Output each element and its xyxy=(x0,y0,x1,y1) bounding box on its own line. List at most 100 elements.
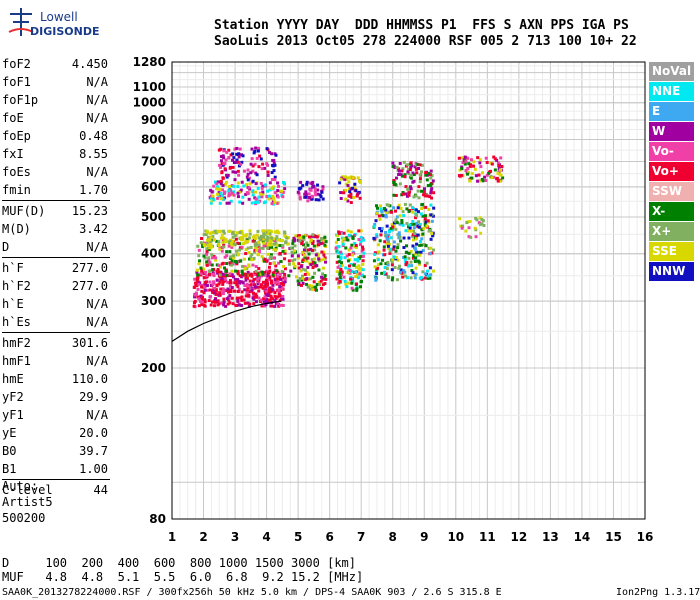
echo-point xyxy=(427,207,431,211)
echo-point xyxy=(352,195,356,199)
echo-point xyxy=(254,171,258,175)
echo-point xyxy=(264,280,268,284)
param-value: 1.00 xyxy=(79,462,108,476)
echo-point xyxy=(254,292,258,296)
echo-point xyxy=(389,236,393,240)
echo-point xyxy=(457,156,461,160)
echo-point xyxy=(224,180,228,184)
echo-point xyxy=(279,303,283,307)
echo-point xyxy=(271,199,275,203)
echo-point xyxy=(421,232,425,236)
echo-point xyxy=(353,234,357,238)
echo-point xyxy=(244,234,248,238)
echo-point xyxy=(296,190,300,194)
echo-point xyxy=(490,176,494,180)
legend-item: NoVal xyxy=(649,62,694,81)
echo-point xyxy=(244,276,248,280)
x-tick-label: 6 xyxy=(325,530,333,544)
echo-point xyxy=(246,286,250,290)
echo-point xyxy=(398,161,402,165)
echo-point xyxy=(232,184,236,188)
echo-point xyxy=(407,236,411,240)
echo-point xyxy=(196,287,200,291)
echo-point xyxy=(409,165,413,169)
echo-point xyxy=(422,219,426,223)
echo-point xyxy=(397,172,401,176)
echo-point xyxy=(222,266,226,270)
echo-point xyxy=(404,229,408,233)
echo-point xyxy=(380,210,384,214)
x-tick-label: 5 xyxy=(294,530,302,544)
echo-point xyxy=(251,279,255,283)
param-separator xyxy=(2,257,110,258)
echo-point xyxy=(263,270,267,274)
echo-point xyxy=(309,263,313,267)
param-name: M(D) xyxy=(2,222,31,236)
echo-point xyxy=(376,243,380,247)
echo-point xyxy=(335,260,339,264)
echo-point xyxy=(200,289,204,293)
echo-point xyxy=(247,251,251,255)
echo-point xyxy=(351,251,355,255)
echo-point xyxy=(238,200,242,204)
echo-point xyxy=(487,171,491,175)
echo-point xyxy=(340,264,344,268)
echo-point xyxy=(210,199,214,203)
echo-point xyxy=(336,251,340,255)
echo-point xyxy=(260,255,264,259)
echo-point xyxy=(240,269,244,273)
echo-point xyxy=(300,250,304,254)
echo-point xyxy=(210,263,214,267)
echo-point xyxy=(202,242,206,246)
echo-point xyxy=(360,249,364,253)
echo-point xyxy=(353,258,357,262)
echo-point xyxy=(220,277,224,281)
echo-point xyxy=(343,279,347,283)
echo-point xyxy=(196,276,200,280)
echo-point xyxy=(254,197,258,201)
echo-point xyxy=(343,177,347,181)
echo-point xyxy=(250,157,254,161)
echo-point xyxy=(493,157,497,161)
echo-point xyxy=(317,243,321,247)
legend-item: W xyxy=(649,122,694,141)
echo-point xyxy=(458,217,462,221)
echo-point xyxy=(419,250,423,254)
echo-point xyxy=(208,288,212,292)
echo-point xyxy=(384,272,388,276)
param-name: yF1 xyxy=(2,408,24,422)
echo-point xyxy=(252,283,256,287)
echo-point xyxy=(391,165,395,169)
echo-point xyxy=(270,281,274,285)
echo-point xyxy=(227,189,231,193)
echo-point xyxy=(404,274,408,278)
echo-point xyxy=(337,230,341,234)
echo-point xyxy=(417,196,421,200)
echo-point xyxy=(359,267,363,271)
echo-point xyxy=(240,238,244,242)
echo-point xyxy=(354,274,358,278)
echo-point xyxy=(428,173,432,177)
echo-point xyxy=(299,283,303,287)
echo-point xyxy=(313,190,317,194)
echo-point xyxy=(397,203,401,207)
echo-point xyxy=(338,181,342,185)
echo-point xyxy=(228,279,232,283)
echo-point xyxy=(279,239,283,243)
echo-point xyxy=(375,211,379,215)
echo-point xyxy=(254,269,258,273)
echo-point xyxy=(223,182,227,186)
echo-point xyxy=(270,177,274,181)
echo-point xyxy=(215,187,219,191)
echo-point xyxy=(409,249,413,253)
echo-point xyxy=(238,242,242,246)
param-row: D N/A xyxy=(2,238,110,256)
echo-point xyxy=(351,253,355,257)
echo-point xyxy=(203,283,207,287)
echo-point xyxy=(381,258,385,262)
echo-point xyxy=(396,258,400,262)
echo-point xyxy=(219,159,223,163)
echo-point xyxy=(211,283,215,287)
echo-point xyxy=(233,281,237,285)
footer-version: Ion2Png 1.3.17 xyxy=(616,587,700,598)
